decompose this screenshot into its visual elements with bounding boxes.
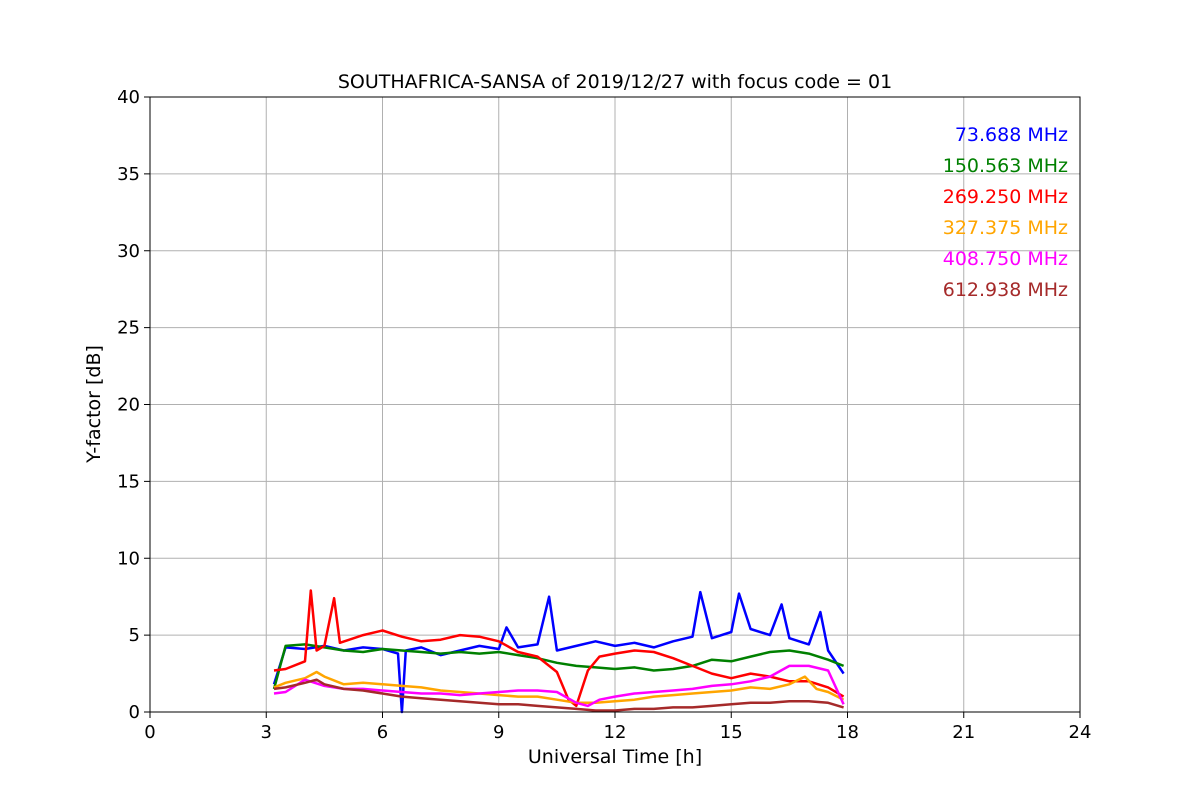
y-tick-label: 25 <box>117 318 140 339</box>
y-tick-label: 10 <box>117 548 140 569</box>
legend-entry: 612.938 MHz <box>943 279 1068 301</box>
legend-entry: 150.563 MHz <box>943 155 1068 177</box>
x-tick-label: 9 <box>493 722 504 743</box>
legend-entry: 269.250 MHz <box>943 186 1068 208</box>
y-tick-label: 30 <box>117 241 140 262</box>
x-tick-label: 24 <box>1069 722 1092 743</box>
y-tick-label: 35 <box>117 164 140 185</box>
x-tick-label: 21 <box>952 722 975 743</box>
x-tick-label: 3 <box>261 722 272 743</box>
y-tick-label: 20 <box>117 395 140 416</box>
y-tick-label: 0 <box>129 702 140 723</box>
series-group <box>272 589 845 714</box>
series-line-4 <box>273 664 845 708</box>
y-tick-label: 40 <box>117 87 140 108</box>
legend-entry: 327.375 MHz <box>943 217 1068 239</box>
y-axis-label: Y-factor [dB] <box>83 345 105 464</box>
series-line-1 <box>272 643 845 690</box>
legend: 73.688 MHz 150.563 MHz 269.250 MHz 327.375 … <box>943 124 1068 301</box>
x-tick-label: 18 <box>836 722 859 743</box>
chart-title: SOUTHAFRICA-SANSA of 2019/12/27 with foc… <box>338 71 892 93</box>
legend-entry: 408.750 MHz <box>943 248 1068 270</box>
x-tick-label: 6 <box>377 722 388 743</box>
axis-ticks: 0 3 6 9 12 15 18 21 24 0 5 10 15 20 25 30 35 40 <box>117 87 1091 743</box>
series-line-2 <box>273 589 845 708</box>
series-line-3 <box>273 670 845 705</box>
y-tick-label: 15 <box>117 471 140 492</box>
x-tick-label: 15 <box>720 722 743 743</box>
y-tick-label: 5 <box>129 625 140 646</box>
x-axis-label: Universal Time [h] <box>528 746 702 768</box>
legend-entry: 73.688 MHz <box>955 124 1068 146</box>
series-line-5 <box>273 678 844 712</box>
x-tick-label: 0 <box>144 722 155 743</box>
x-tick-label: 12 <box>604 722 627 743</box>
